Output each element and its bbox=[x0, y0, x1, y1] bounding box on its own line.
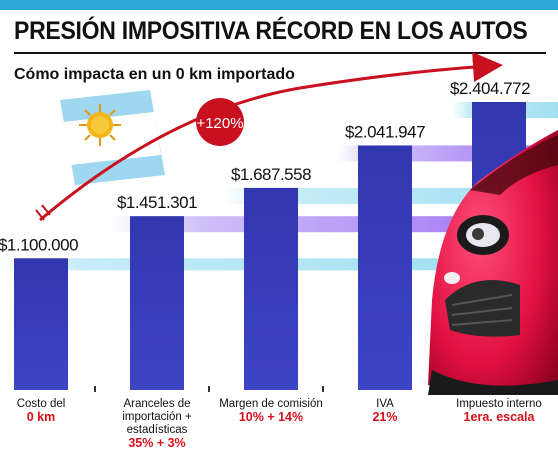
argentina-flag bbox=[60, 90, 165, 185]
value-labels-group: $1.100.000 $1.451.301 $1.687.558 $2.041.947… bbox=[0, 79, 531, 254]
bar bbox=[130, 216, 184, 390]
category-label: Margen de comisión 10% + 14% bbox=[216, 398, 326, 424]
category-highlight: 35% + 3% bbox=[128, 436, 186, 450]
growth-badge-label: +120% bbox=[196, 115, 243, 132]
category-highlight: 21% bbox=[372, 410, 398, 424]
category-name: IVA bbox=[376, 398, 394, 410]
growth-arrow-tail-icon bbox=[35, 204, 51, 221]
bar-value-label: $1.100.000 bbox=[0, 235, 78, 254]
category-label: Impuesto interno 1era. escala bbox=[444, 398, 554, 424]
bar-value-label: $1.451.301 bbox=[117, 193, 197, 212]
category-highlight: 10% + 14% bbox=[238, 410, 304, 424]
category-label: Costo del 0 km bbox=[0, 398, 96, 424]
value-band bbox=[110, 216, 558, 233]
category-highlight: 1era. escala bbox=[463, 410, 535, 424]
chart-subtitle: Cómo impacta en un 0 km importado bbox=[14, 66, 295, 83]
top-accent-bar bbox=[0, 0, 558, 10]
category-name: Impuesto interno bbox=[456, 398, 542, 410]
category-name: Costo del bbox=[16, 398, 66, 410]
bar-value-label: $2.041.947 bbox=[345, 122, 425, 141]
category-highlight: 0 km bbox=[26, 410, 56, 424]
category-label: IVA 21% bbox=[330, 398, 440, 424]
category-name: Aranceles de importación + estadísticas bbox=[122, 398, 192, 436]
category-label: Aranceles de importación + estadísticas 3… bbox=[102, 398, 212, 450]
bar bbox=[14, 258, 68, 390]
category-separator bbox=[322, 386, 324, 392]
growth-arrow bbox=[39, 52, 503, 222]
category-name: Margen de comisión bbox=[219, 398, 323, 410]
red-car-image bbox=[428, 130, 558, 395]
bar-value-label: $1.687.558 bbox=[231, 165, 311, 184]
bar bbox=[244, 187, 298, 390]
bar-value-label: $2.404.772 bbox=[450, 79, 530, 98]
category-separator bbox=[208, 386, 210, 392]
growth-badge bbox=[196, 98, 244, 146]
bar bbox=[358, 145, 412, 390]
title-divider bbox=[14, 52, 546, 54]
page-title: PRESIÓN IMPOSITIVA RÉCORD EN LOS AUTOS bbox=[14, 17, 528, 45]
category-separator bbox=[94, 386, 96, 392]
